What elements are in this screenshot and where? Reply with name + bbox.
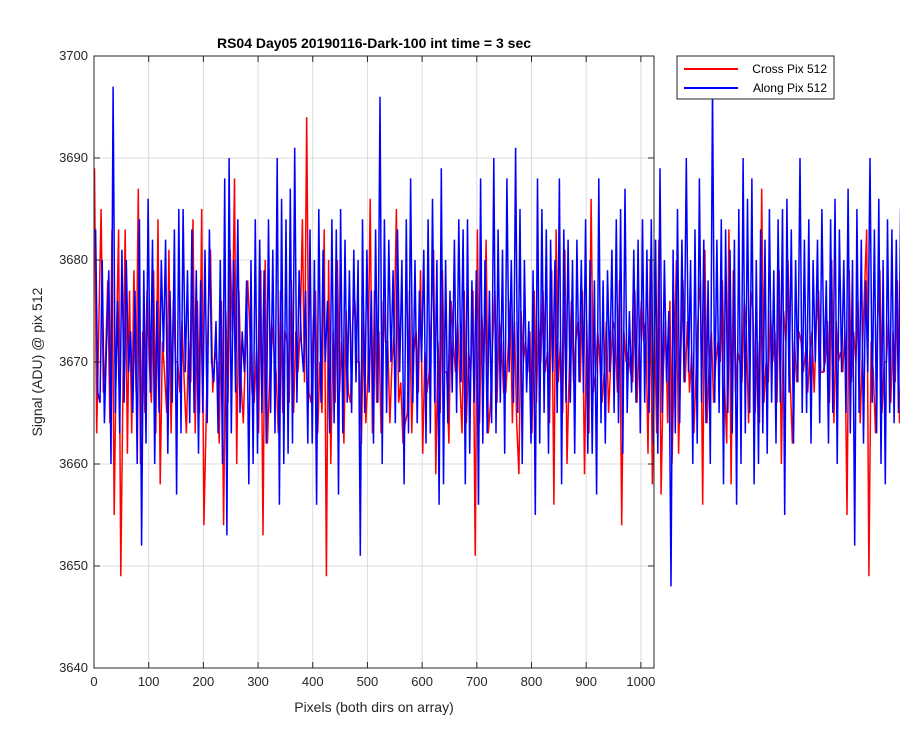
y-tick-label: 3660 (59, 456, 88, 471)
x-tick-label: 500 (357, 674, 379, 689)
series-layer (93, 86, 900, 587)
x-tick-label: 600 (411, 674, 433, 689)
y-tick-label: 3670 (59, 354, 88, 369)
x-tick-label: 100 (138, 674, 160, 689)
y-tick-label: 3700 (59, 48, 88, 63)
tick-marks (93, 55, 654, 669)
y-tick-label: 3640 (59, 660, 88, 675)
y-axis-label: Signal (ADU) @ pix 512 (29, 287, 45, 436)
y-tick-label: 3690 (59, 150, 88, 165)
legend-label-cross: Cross Pix 512 (752, 62, 827, 76)
x-tick-label: 0 (90, 674, 97, 689)
x-tick-label: 900 (575, 674, 597, 689)
y-tick-label: 3680 (59, 252, 88, 267)
y-tick-label: 3650 (59, 558, 88, 573)
legend-box (676, 55, 835, 100)
x-tick-label: 1000 (626, 674, 655, 689)
x-tick-label: 200 (193, 674, 215, 689)
legend: Cross Pix 512 Along Pix 512 (676, 55, 835, 100)
x-tick-label: 700 (466, 674, 488, 689)
tick-labels: 0 100 200 300 400 500 600 700 800 900 1000 3640 3650… (59, 48, 655, 689)
x-tick-label: 800 (521, 674, 543, 689)
x-tick-label: 400 (302, 674, 324, 689)
series-line-along-pix (94, 86, 900, 587)
legend-label-along: Along Pix 512 (753, 81, 827, 95)
x-axis-label: Pixels (both dirs on array) (294, 699, 454, 715)
x-tick-label: 300 (247, 674, 269, 689)
chart-title: RS04 Day05 20190116-Dark-100 int time = … (217, 35, 531, 51)
